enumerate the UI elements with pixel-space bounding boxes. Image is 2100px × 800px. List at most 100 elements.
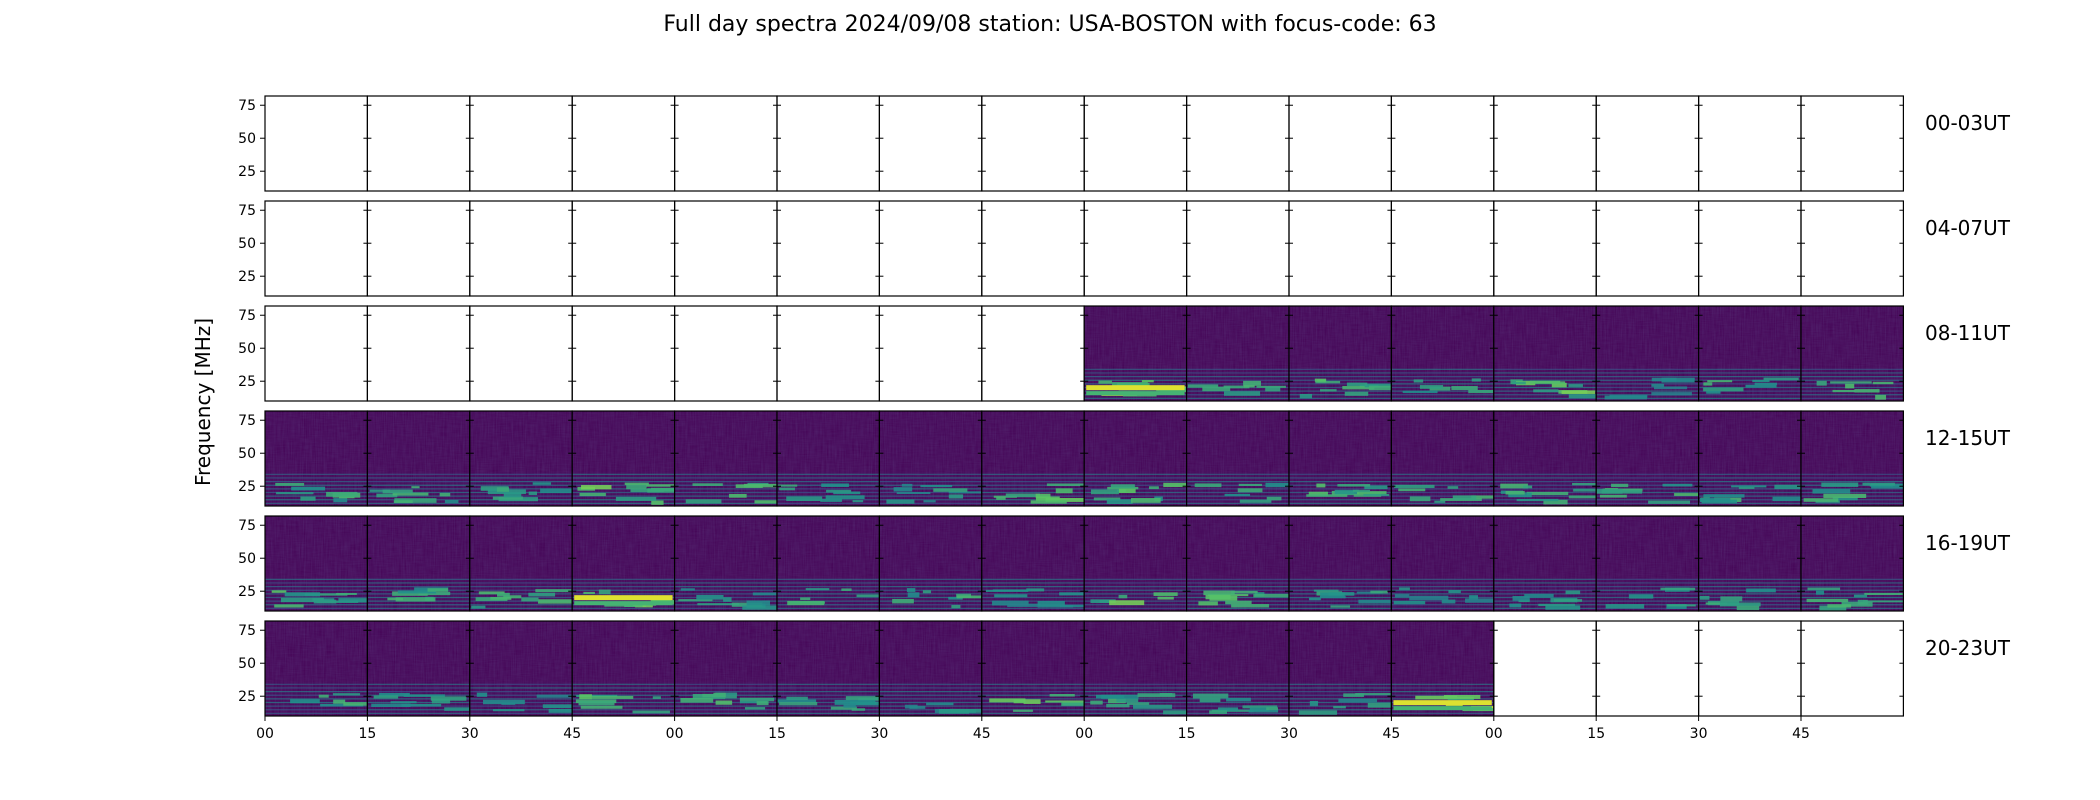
x-tick-label: 00	[666, 726, 684, 742]
spectrogram-panel	[469, 620, 573, 717]
y-tick-label: 50	[238, 341, 256, 357]
y-tick-label: 25	[238, 269, 256, 285]
y-axis-label: Frequency [MHz]	[191, 318, 215, 486]
row-label: 20-23UT	[1925, 636, 2011, 660]
spectrogram-panel	[1083, 95, 1188, 192]
spectrogram-panel	[673, 305, 778, 402]
spectrogram-panel	[571, 515, 676, 612]
x-tick-label: 15	[1587, 726, 1605, 742]
y-tick-label: 50	[238, 236, 256, 252]
y-tick-label: 75	[238, 413, 256, 429]
spectrogram-panel	[1083, 200, 1188, 297]
y-tick-label: 25	[238, 164, 256, 180]
spectrogram-panel	[1595, 620, 1700, 717]
spectrogram-panel	[1493, 305, 1597, 402]
y-tick-label: 50	[238, 551, 256, 567]
spectrogram-panel	[264, 305, 369, 402]
spectrogram-panel	[1185, 95, 1290, 192]
y-tick-label: 50	[238, 656, 256, 672]
spectrogram-panel	[776, 305, 881, 402]
x-axis: 00 15 30 45 00 15 30 45 00 15 30 45 00 15 30 45	[256, 716, 1810, 742]
spectrogram-panel	[1288, 410, 1393, 507]
spectrogram-panel	[264, 515, 369, 612]
spectrogram-panel	[878, 200, 983, 297]
y-tick-label: 50	[238, 446, 256, 462]
spectrogram-panel	[1185, 410, 1290, 507]
x-tick-label: 15	[768, 726, 786, 742]
spectrogram-panel	[981, 620, 1085, 717]
spectrogram-panel	[878, 515, 983, 612]
row-label: 08-11UT	[1925, 321, 2011, 345]
spectrogram-panel	[1288, 95, 1393, 192]
spectrogram-panel	[1390, 95, 1495, 192]
spectrogram-panel	[1390, 410, 1495, 507]
panel-grid	[264, 95, 1905, 717]
row-label: 12-15UT	[1925, 426, 2011, 450]
spectrogram-panel	[981, 410, 1085, 507]
spectrogram-panel	[1390, 620, 1495, 717]
spectrogram-panel	[264, 200, 369, 297]
spectrogram-panel	[1800, 305, 1905, 402]
y-tick-label: 75	[238, 203, 256, 219]
spectrogram-panel	[1185, 305, 1290, 402]
spectrogram-panel	[1595, 200, 1700, 297]
spectrogram-panel	[571, 620, 676, 717]
spectrogram-panel	[469, 515, 573, 612]
spectrogram-panel	[571, 200, 676, 297]
y-tick-label: 50	[238, 131, 256, 147]
spectrogram-panel	[366, 620, 471, 717]
spectrogram-panel	[1697, 410, 1802, 507]
row-labels: 00-03UT 04-07UT 08-11UT 12-15UT 16-19UT 20-23…	[1925, 111, 2011, 660]
spectrogram-panel	[1697, 95, 1802, 192]
x-tick-label: 45	[1382, 726, 1400, 742]
spectrogram-panel	[1800, 200, 1905, 297]
row-label: 16-19UT	[1925, 531, 2011, 555]
y-tick-label: 75	[238, 623, 256, 639]
spectrogram-panel	[1697, 200, 1802, 297]
y-tick-label: 75	[238, 98, 256, 114]
spectrogram-panel	[673, 515, 778, 612]
spectrogram-panel	[1083, 620, 1188, 717]
spectrogram-panel	[1390, 305, 1495, 402]
spectrogram-panel	[264, 95, 369, 192]
spectrogram-panel	[878, 95, 983, 192]
x-tick-label: 30	[461, 726, 479, 742]
x-tick-label: 00	[1485, 726, 1503, 742]
row-label: 04-07UT	[1925, 216, 2011, 240]
spectrogram-panel	[571, 410, 676, 507]
spectrogram-panel	[776, 620, 881, 717]
spectrogram-panel	[776, 515, 881, 612]
y-tick-label: 75	[238, 518, 256, 534]
y-tick-label: 75	[238, 308, 256, 324]
spectrogram-panel	[981, 200, 1085, 297]
spectrogram-panel	[1288, 620, 1393, 717]
spectrogram-panel	[776, 95, 881, 192]
spectrogram-panel	[469, 305, 573, 402]
x-tick-label: 45	[563, 726, 581, 742]
spectrogram-panel	[366, 410, 471, 507]
spectrogram-panel	[1595, 515, 1700, 612]
x-tick-label: 00	[256, 726, 274, 742]
spectrogram-panel	[469, 95, 573, 192]
spectrogram-panel	[366, 95, 471, 192]
spectrogram-panel	[571, 95, 676, 192]
spectrogram-panel	[1288, 305, 1393, 402]
spectrogram-panel	[366, 200, 471, 297]
spectrogram-panel	[1083, 305, 1188, 402]
spectrogram-panel	[1185, 515, 1290, 612]
spectrogram-panel	[776, 410, 881, 507]
spectrogram-panel	[776, 200, 881, 297]
spectrogram-panel	[1697, 620, 1802, 717]
x-tick-label: 30	[1280, 726, 1298, 742]
spectrogram-panel	[878, 620, 983, 717]
spectrogram-panel	[1800, 515, 1905, 612]
spectrogram-panel	[1185, 200, 1290, 297]
spectrogram-panel	[264, 620, 369, 717]
x-tick-label: 45	[973, 726, 991, 742]
spectrogram-panel	[1185, 620, 1290, 717]
spectrogram-panel	[571, 305, 676, 402]
spectrogram-panel	[1595, 305, 1700, 402]
spectrogram-panel	[469, 200, 573, 297]
